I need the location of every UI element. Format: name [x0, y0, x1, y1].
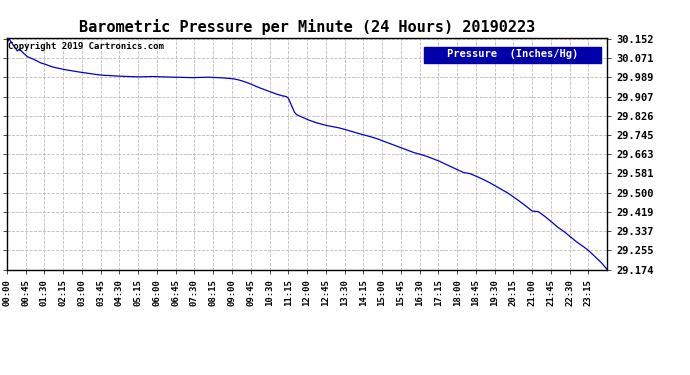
Text: Pressure  (Inches/Hg): Pressure (Inches/Hg)	[447, 50, 579, 60]
Title: Barometric Pressure per Minute (24 Hours) 20190223: Barometric Pressure per Minute (24 Hours…	[79, 19, 535, 35]
FancyBboxPatch shape	[424, 47, 601, 63]
Text: Copyright 2019 Cartronics.com: Copyright 2019 Cartronics.com	[8, 42, 164, 51]
